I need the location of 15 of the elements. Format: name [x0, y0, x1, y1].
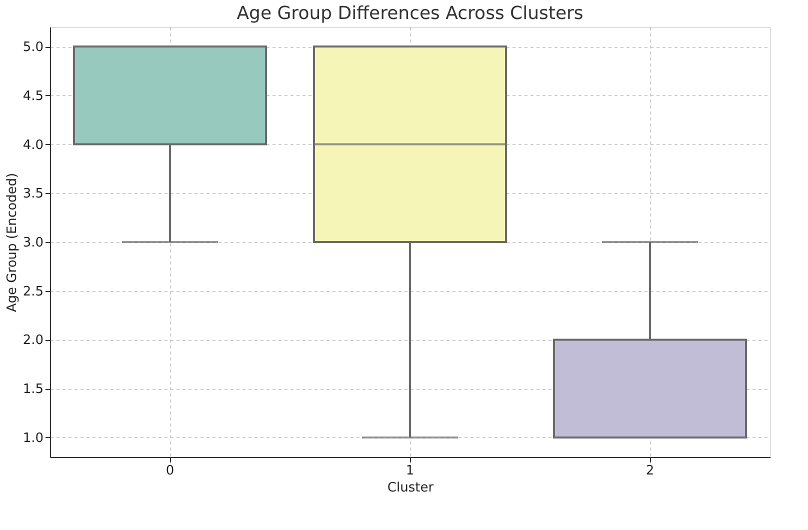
x-axis-title: Cluster — [387, 480, 434, 496]
y-tick-label: 4.5 — [22, 88, 44, 104]
y-tick-label: 5.0 — [22, 40, 44, 56]
y-tick-label: 1.5 — [22, 382, 44, 398]
chart-title: Age Group Differences Across Clusters — [236, 3, 584, 24]
y-tick-label: 3.5 — [22, 186, 44, 202]
y-axis-title: Age Group (Encoded) — [4, 172, 20, 312]
x-tick-label: 1 — [406, 464, 414, 478]
y-tick-label: 2.5 — [22, 284, 44, 300]
x-tick-label: 2 — [646, 464, 654, 478]
y-tick-label: 3.0 — [22, 236, 44, 250]
x-tick-label: 0 — [166, 464, 174, 478]
y-tick-label: 2.0 — [22, 333, 44, 348]
y-tick-label: 1.0 — [22, 430, 44, 446]
y-tick-label: 4.0 — [22, 138, 44, 153]
